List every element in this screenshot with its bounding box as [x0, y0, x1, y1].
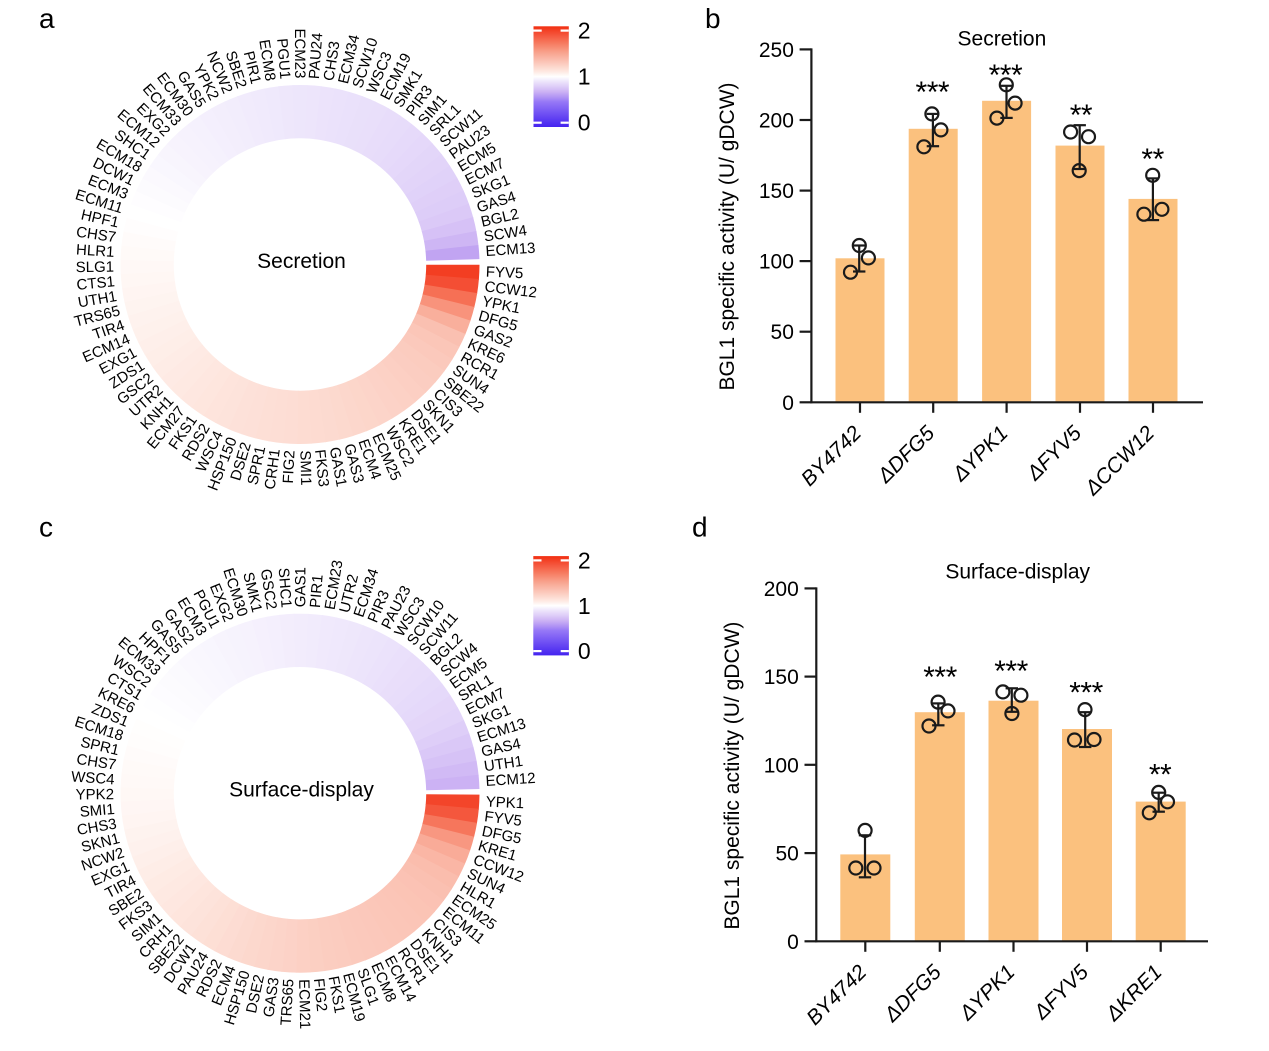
svg-text:SLG1: SLG1 — [76, 259, 115, 277]
svg-text:2: 2 — [578, 18, 591, 44]
svg-text:FIG2: FIG2 — [280, 450, 299, 484]
svg-text:0: 0 — [578, 638, 591, 664]
svg-text:GSC2: GSC2 — [257, 568, 280, 611]
svg-text:***: *** — [994, 655, 1028, 688]
svg-text:YPK2: YPK2 — [76, 786, 114, 803]
svg-text:100: 100 — [764, 754, 799, 777]
svg-text:SHC1: SHC1 — [275, 567, 295, 608]
svg-text:***: *** — [1069, 677, 1103, 710]
svg-text:PAU24: PAU24 — [306, 32, 327, 80]
svg-text:1: 1 — [578, 64, 591, 90]
svg-text:CHS7: CHS7 — [75, 751, 117, 774]
svg-text:150: 150 — [764, 666, 799, 689]
svg-text:50: 50 — [775, 843, 798, 866]
svg-text:FYV5: FYV5 — [483, 808, 522, 830]
svg-text:a: a — [39, 3, 55, 34]
svg-text:GAS1: GAS1 — [292, 567, 309, 607]
svg-text:UTH1: UTH1 — [77, 288, 119, 311]
svg-text:0: 0 — [782, 392, 794, 415]
svg-text:SCW4: SCW4 — [483, 222, 528, 245]
svg-text:Secretion: Secretion — [257, 250, 346, 273]
svg-text:200: 200 — [764, 578, 799, 601]
svg-text:2: 2 — [578, 547, 591, 573]
svg-text:UTH1: UTH1 — [483, 753, 524, 775]
svg-text:**: ** — [1070, 99, 1093, 132]
svg-text:CRH1: CRH1 — [262, 448, 284, 491]
svg-text:FYV5: FYV5 — [485, 264, 523, 283]
svg-text:c: c — [39, 512, 53, 543]
svg-text:b: b — [705, 3, 721, 34]
svg-text:CTS1: CTS1 — [76, 273, 116, 293]
svg-text:200: 200 — [759, 110, 794, 133]
svg-text:SMI1: SMI1 — [79, 801, 115, 821]
svg-text:SMI1: SMI1 — [296, 450, 314, 485]
svg-text:YPK1: YPK1 — [485, 794, 524, 813]
svg-text:Surface-display: Surface-display — [229, 779, 374, 802]
svg-text:FKS3: FKS3 — [311, 449, 332, 488]
svg-text:BGL1 specific activity (U/ gDC: BGL1 specific activity (U/ gDCW) — [716, 82, 739, 390]
svg-text:ECM23: ECM23 — [291, 28, 308, 78]
svg-text:ECM8: ECM8 — [255, 38, 278, 82]
svg-text:ECM13: ECM13 — [485, 240, 536, 260]
svg-text:CHS3: CHS3 — [76, 816, 118, 839]
svg-text:FIG2: FIG2 — [310, 977, 330, 1012]
svg-text:250: 250 — [759, 39, 794, 62]
svg-text:CHS3: CHS3 — [321, 40, 344, 82]
svg-text:PIR1: PIR1 — [307, 574, 327, 609]
svg-text:1: 1 — [578, 593, 591, 619]
svg-text:CHS7: CHS7 — [75, 224, 117, 247]
svg-text:**: ** — [1149, 759, 1172, 792]
svg-text:Surface-display: Surface-display — [945, 560, 1090, 583]
svg-text:PGU1: PGU1 — [273, 38, 293, 80]
svg-text:0: 0 — [578, 110, 591, 136]
svg-text:150: 150 — [759, 180, 794, 203]
svg-text:ECM12: ECM12 — [485, 770, 536, 790]
svg-text:WSC4: WSC4 — [71, 768, 115, 788]
svg-text:100: 100 — [759, 251, 794, 274]
svg-text:BGL1 specific activity (U/ gDC: BGL1 specific activity (U/ gDCW) — [721, 622, 744, 930]
svg-text:***: *** — [923, 661, 957, 694]
svg-text:***: *** — [916, 76, 950, 109]
svg-text:ECM21: ECM21 — [295, 979, 313, 1029]
svg-text:GAS3: GAS3 — [260, 976, 282, 1018]
svg-text:TRS65: TRS65 — [278, 978, 298, 1026]
svg-text:HLR1: HLR1 — [76, 241, 115, 260]
svg-text:d: d — [692, 512, 708, 543]
svg-text:FKS1: FKS1 — [325, 975, 348, 1015]
svg-text:**: ** — [1141, 143, 1164, 176]
svg-text:CCW12: CCW12 — [484, 278, 538, 301]
svg-text:50: 50 — [771, 321, 794, 344]
svg-text:***: *** — [989, 59, 1023, 92]
svg-text:Secretion: Secretion — [958, 28, 1047, 51]
svg-text:0: 0 — [787, 931, 799, 954]
